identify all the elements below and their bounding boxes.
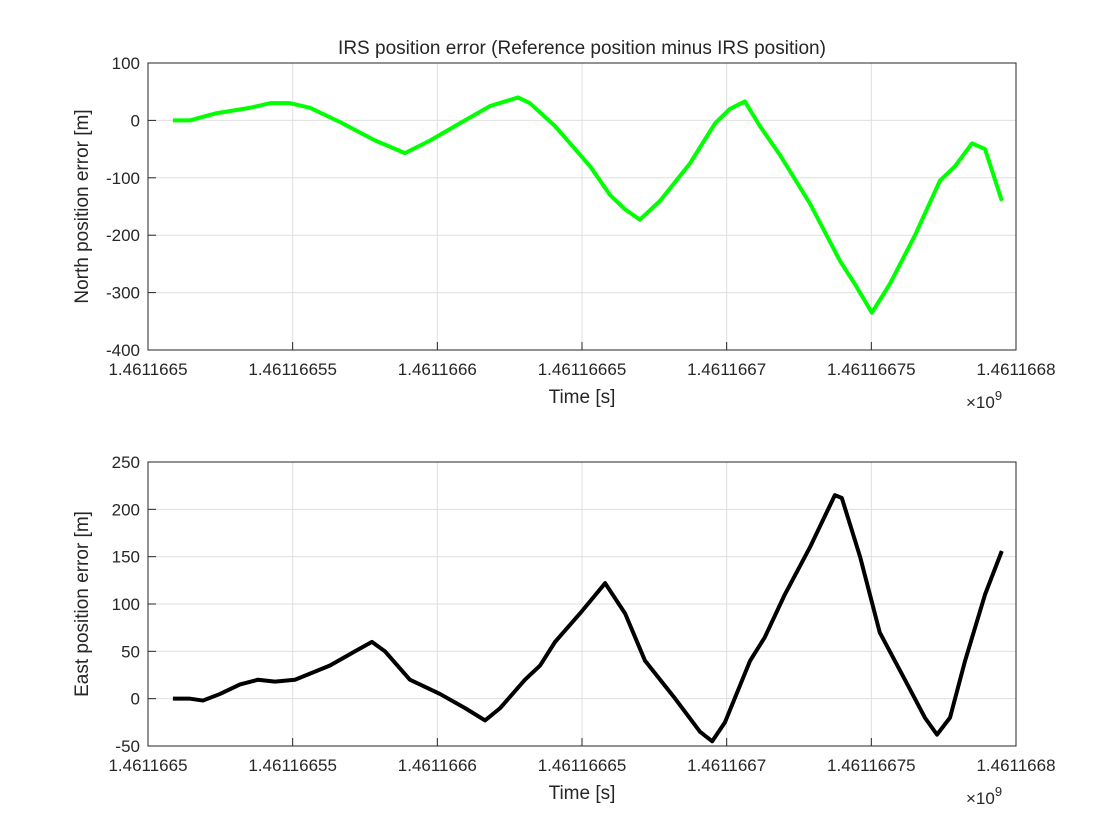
x-tick-label: 1.4611666: [398, 360, 477, 379]
y-tick-label: -200: [106, 226, 140, 245]
x-axis-label: Time [s]: [549, 387, 616, 408]
x-exponent: ×109: [966, 388, 1002, 412]
x-tick-label: 1.46116665: [538, 360, 627, 379]
x-exponent-base: ×10: [966, 789, 995, 808]
y-tick-label: -50: [115, 737, 140, 756]
x-exponent-power: 9: [995, 388, 1002, 403]
y-tick-label: 0: [131, 690, 140, 709]
x-exponent: ×109: [966, 784, 1002, 808]
y-tick-label: -100: [106, 169, 140, 188]
x-tick-label: 1.46116655: [248, 756, 337, 775]
data-line: [172, 493, 1004, 744]
chart-title: IRS position error (Reference position m…: [338, 38, 826, 59]
x-tick-label: 1.46116665: [538, 756, 627, 775]
x-exponent-power: 9: [995, 784, 1002, 799]
y-tick-label: -300: [106, 284, 140, 303]
y-tick-label: 150: [112, 548, 140, 567]
y-tick-label: 0: [131, 111, 140, 130]
x-tick-label: 1.46116675: [827, 756, 916, 775]
axes-box: [147, 62, 1017, 351]
x-tick-label: 1.4611667: [687, 756, 766, 775]
x-exponent-base: ×10: [966, 393, 995, 412]
y-tick-label: -400: [106, 341, 140, 360]
data-line: [172, 95, 1004, 315]
y-axis-label: East position error [m]: [72, 511, 93, 697]
x-tick-label: 1.4611665: [108, 360, 187, 379]
y-tick-label: 50: [121, 642, 140, 661]
x-tick-label: 1.4611668: [976, 756, 1055, 775]
x-tick-label: 1.46116655: [248, 360, 337, 379]
x-tick-label: 1.46116675: [827, 360, 916, 379]
x-tick-label: 1.4611667: [687, 360, 766, 379]
y-tick-label: 250: [112, 453, 140, 472]
y-tick-label: 100: [112, 54, 140, 73]
y-tick-label: 200: [112, 500, 140, 519]
x-axis-label: Time [s]: [549, 783, 616, 804]
x-tick-label: 1.4611665: [108, 756, 187, 775]
y-axis-label: North position error [m]: [72, 109, 93, 303]
y-tick-label: 100: [112, 595, 140, 614]
x-tick-label: 1.4611666: [398, 756, 477, 775]
axes-box: [147, 461, 1017, 747]
x-tick-label: 1.4611668: [976, 360, 1055, 379]
